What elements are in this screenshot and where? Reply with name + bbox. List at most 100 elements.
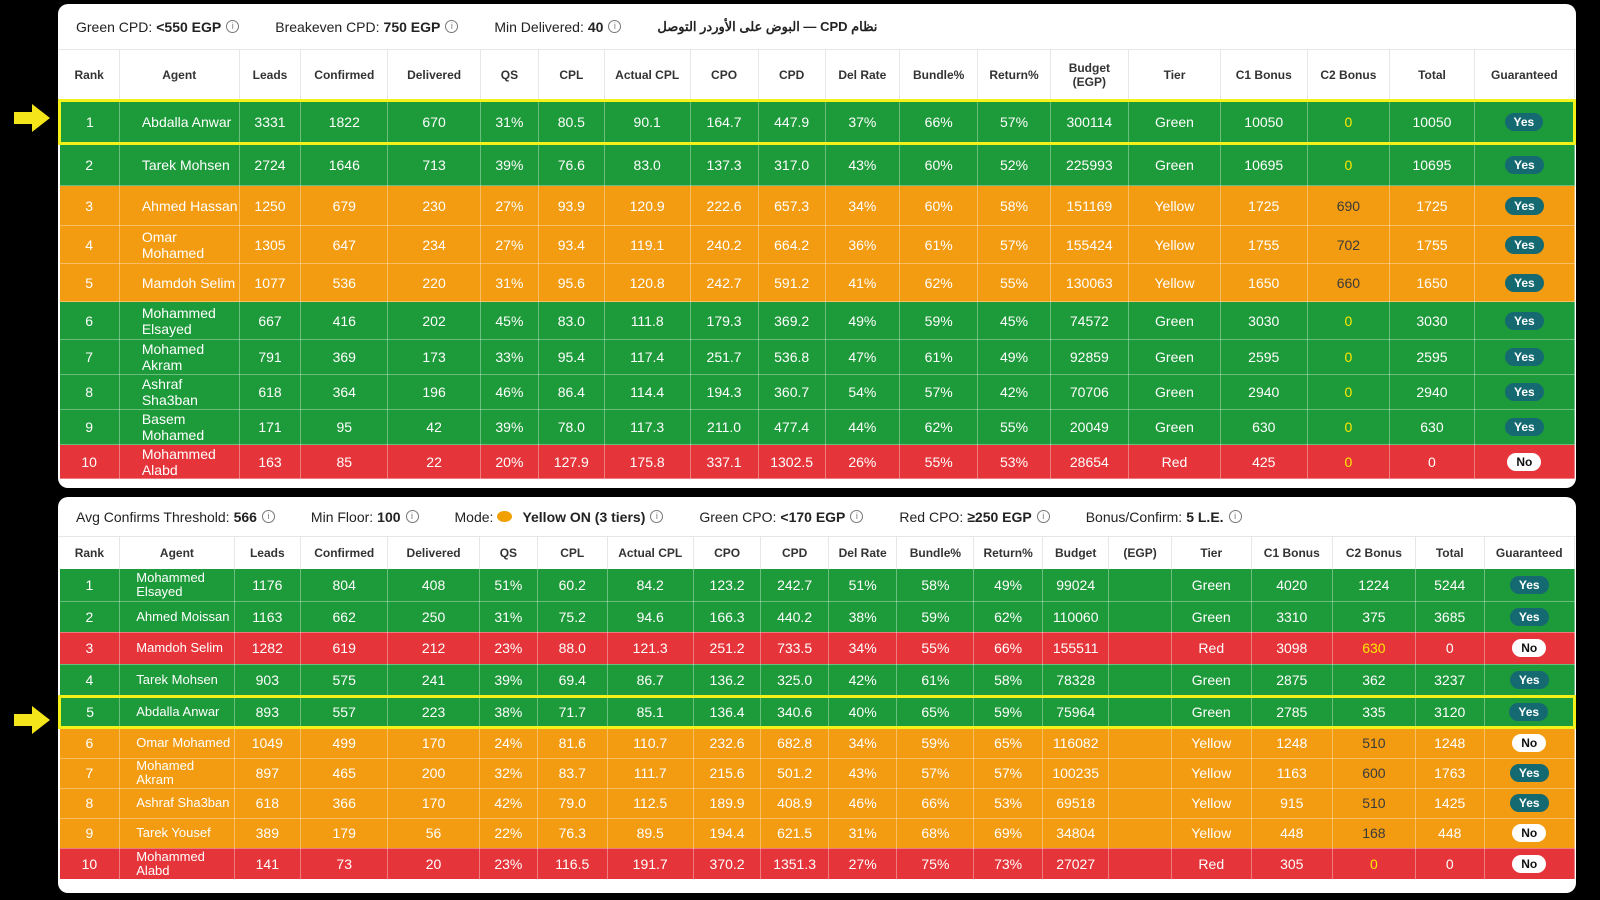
column-header[interactable]: CPD [758, 50, 826, 101]
agent-cell: Ahmed Hassan [119, 185, 240, 226]
total-cell: 448 [1415, 818, 1485, 849]
table-row[interactable]: 2 Tarek Mohsen 2724 1646 713 39% 76.6 83.0 137.3… [59, 143, 1576, 186]
info-icon[interactable]: i [445, 20, 459, 33]
table-row[interactable]: 7 Mohamed Akram 897 465 200 32% 83.7 111.7 215.6… [59, 758, 1576, 789]
delivered-cell: 223 [387, 694, 480, 729]
del-rate-cell: 44% [825, 409, 900, 445]
column-header[interactable]: QS [479, 537, 538, 569]
column-header[interactable]: Confirmed [300, 537, 389, 569]
confirmed-cell: 1822 [300, 99, 389, 145]
column-header[interactable]: C2 Bonus [1307, 50, 1391, 101]
table-row[interactable]: 4 Tarek Mohsen 903 575 241 39% 69.4 86.7 136.2 32… [59, 664, 1576, 697]
delivered-cell: 713 [387, 143, 482, 186]
rank-cell: 3 [59, 632, 121, 665]
guaranteed-badge: Yes [1509, 794, 1549, 812]
c1-bonus-cell: 2940 [1220, 374, 1308, 410]
budget-cell: 225993 [1050, 143, 1130, 186]
column-header[interactable]: Agent [119, 537, 235, 569]
info-icon[interactable]: i [226, 20, 240, 33]
guaranteed-badge: Yes [1509, 764, 1549, 782]
column-header[interactable]: Tier [1171, 537, 1252, 569]
table-row[interactable]: 8 Ashraf Sha3ban 618 366 170 42% 79.0 112.5 189.… [59, 788, 1576, 819]
column-header[interactable]: Bundle% [899, 50, 979, 101]
column-header[interactable]: Total [1415, 537, 1485, 569]
cpo-cell: 123.2 [693, 569, 762, 602]
settings-item: Breakeven CPD: 750 EGP i [275, 19, 459, 35]
cpo-cell: 189.9 [693, 788, 762, 819]
column-header[interactable]: Leads [234, 537, 302, 569]
guaranteed-cell: Yes [1474, 374, 1576, 410]
column-header[interactable]: Budget (EGP) [1050, 50, 1130, 101]
table-row[interactable]: 1 Abdalla Anwar 3331 1822 670 31% 80.5 90.1 164.… [58, 99, 1576, 145]
table-row[interactable]: 3 Ahmed Hassan 1250 679 230 27% 93.9 120.9 222.6… [59, 185, 1576, 226]
table-row[interactable]: 10 Mohammed Alabd 163 85 22 20% 127.9 175.8 337.… [59, 444, 1576, 479]
table-row[interactable]: 6 Omar Mohamed 1049 499 170 24% 81.6 110.7 232.6… [59, 727, 1576, 759]
total-cell: 10695 [1389, 143, 1475, 186]
column-header[interactable]: Rank [59, 50, 120, 101]
info-icon[interactable]: i [405, 510, 419, 523]
column-header[interactable]: CPL [537, 537, 608, 569]
info-icon[interactable]: i [1228, 510, 1242, 523]
table-row[interactable]: 10 Mohammed Alabd 141 73 20 23% 116.5 191.7 370.… [59, 848, 1576, 880]
table-row[interactable]: 5 Abdalla Anwar 893 557 223 38% 71.7 85.1 136.4 3… [58, 694, 1576, 729]
info-icon[interactable]: i [608, 20, 622, 33]
column-header[interactable]: Delivered [387, 537, 480, 569]
column-header[interactable]: CPO [690, 50, 759, 101]
column-header[interactable]: C2 Bonus [1332, 537, 1416, 569]
column-header[interactable]: QS [480, 50, 539, 101]
table-row[interactable]: 5 Mamdoh Selim 1077 536 220 31% 95.6 120.8 242.7… [59, 263, 1576, 302]
c2-bonus-cell: 335 [1332, 694, 1416, 729]
tier-cell: Yellow [1171, 818, 1252, 849]
return-cell: 57% [977, 99, 1051, 145]
budget-unit-spacer-cell [1108, 601, 1172, 633]
column-header[interactable]: Guaranteed [1474, 50, 1576, 101]
column-header[interactable]: Return% [977, 50, 1051, 101]
column-header[interactable]: Guaranteed [1484, 537, 1576, 569]
c1-bonus-cell: 2875 [1251, 664, 1333, 697]
delivered-cell: 56 [387, 818, 480, 849]
column-header[interactable]: Bundle% [896, 537, 975, 569]
column-header[interactable]: (EGP) [1108, 537, 1172, 569]
column-header[interactable]: Del Rate [828, 537, 898, 569]
column-header[interactable]: Delivered [387, 50, 482, 101]
guaranteed-cell: Yes [1474, 409, 1576, 445]
column-header[interactable]: C1 Bonus [1220, 50, 1308, 101]
table-row[interactable]: 9 Basem Mohamed 171 95 42 39% 78.0 117.3 211.0 47… [59, 409, 1576, 445]
column-header[interactable]: Tier [1128, 50, 1221, 101]
column-header[interactable]: CPO [693, 537, 762, 569]
column-header[interactable]: CPD [760, 537, 829, 569]
leads-cell: 893 [234, 694, 302, 729]
table-row[interactable]: 8 Ashraf Sha3ban 618 364 196 46% 86.4 114.4 194.… [59, 374, 1576, 410]
confirmed-cell: 536 [300, 263, 389, 302]
table-row[interactable]: 7 Mohamed Akram 791 369 173 33% 95.4 117.4 251.7… [59, 339, 1576, 375]
table-row[interactable]: 9 Tarek Yousef 389 179 56 22% 76.3 89.5 194.4 621… [59, 818, 1576, 849]
guaranteed-badge: Yes [1505, 311, 1544, 330]
column-header[interactable]: Agent [119, 50, 240, 101]
column-header[interactable]: Leads [239, 50, 302, 101]
column-header[interactable]: Actual CPL [604, 50, 691, 101]
table-row[interactable]: 2 Ahmed Moissan 1163 662 250 31% 75.2 94.6 166.3… [59, 601, 1576, 633]
cpd-cell: 317.0 [758, 143, 826, 186]
table-row[interactable]: 4 Omar Mohamed 1305 647 234 27% 93.4 119.1 240.2… [59, 225, 1576, 264]
column-header[interactable]: CPL [538, 50, 605, 101]
info-icon[interactable]: i [650, 510, 664, 523]
column-header[interactable]: Rank [59, 537, 121, 569]
table-row[interactable]: 3 Mamdoh Selim 1282 619 212 23% 88.0 121.3 251.2… [59, 632, 1576, 665]
column-header[interactable]: Del Rate [825, 50, 900, 101]
column-header[interactable]: Budget [1042, 537, 1110, 569]
cpo-cell: 222.6 [690, 185, 759, 226]
total-cell: 2940 [1389, 374, 1475, 410]
guaranteed-cell: No [1484, 632, 1576, 665]
info-icon[interactable]: i [850, 510, 864, 523]
column-header[interactable]: Actual CPL [607, 537, 694, 569]
table-row[interactable]: 1 Mohammed Elsayed 1176 804 408 51% 60.2 84.2 12… [59, 569, 1576, 602]
column-header[interactable]: Return% [973, 537, 1043, 569]
info-icon[interactable]: i [261, 510, 275, 523]
info-icon[interactable]: i [1036, 510, 1050, 523]
column-header[interactable]: Confirmed [300, 50, 389, 101]
column-header[interactable]: C1 Bonus [1251, 537, 1333, 569]
c1-bonus-cell: 2785 [1251, 694, 1333, 729]
table-row[interactable]: 6 Mohammed Elsayed 667 416 202 45% 83.0 111.8 17… [59, 301, 1576, 340]
cpd-cell: 408.9 [760, 788, 829, 819]
column-header[interactable]: Total [1389, 50, 1475, 101]
